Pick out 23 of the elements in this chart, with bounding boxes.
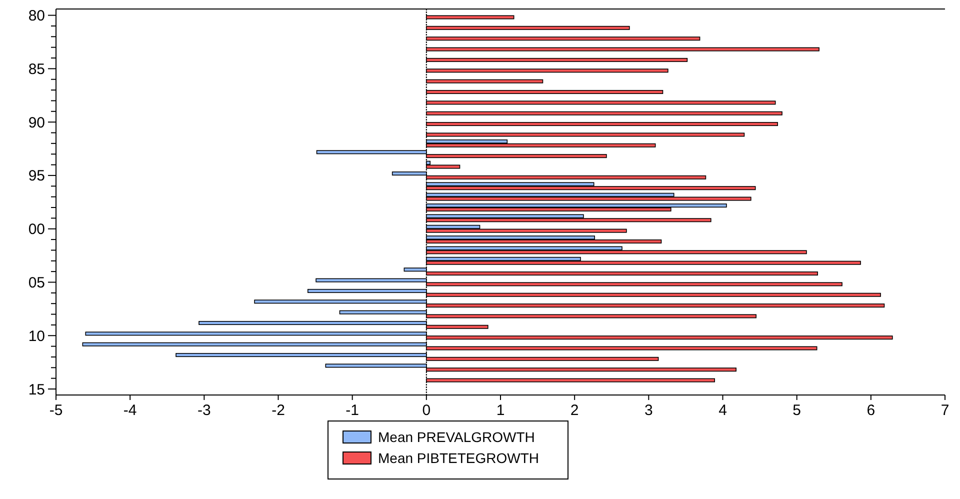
y-tick-label: 10 bbox=[28, 328, 45, 345]
y-tick-label: 15 bbox=[28, 381, 45, 398]
x-tick-label: -4 bbox=[123, 402, 137, 419]
x-tick-label: 5 bbox=[792, 402, 802, 419]
x-tick-label: 1 bbox=[496, 402, 505, 419]
x-tick-label: -1 bbox=[346, 402, 360, 419]
x-tick-label: -5 bbox=[49, 402, 63, 419]
x-tick-label: 4 bbox=[718, 402, 727, 419]
y-tick-label: 95 bbox=[28, 168, 45, 185]
x-tick-label: 7 bbox=[940, 402, 950, 419]
x-tick-label: 2 bbox=[570, 402, 579, 419]
x-tick-label: 6 bbox=[866, 402, 876, 419]
x-tick-label: -2 bbox=[272, 402, 285, 419]
x-tick-label: 0 bbox=[422, 402, 431, 419]
y-tick-label: 90 bbox=[28, 114, 45, 132]
legend-label: Mean PIBTETEGROWTH bbox=[378, 450, 540, 466]
x-tick-label: 3 bbox=[644, 402, 653, 419]
y-tick-label: 05 bbox=[28, 274, 45, 292]
x-tick-label: -3 bbox=[197, 402, 211, 419]
legend-label: Mean PREVALGROWTH bbox=[378, 428, 535, 445]
y-tick-label: 80 bbox=[28, 8, 45, 25]
y-tick-label: 85 bbox=[28, 60, 45, 78]
y-tick-label: 00 bbox=[28, 221, 45, 238]
